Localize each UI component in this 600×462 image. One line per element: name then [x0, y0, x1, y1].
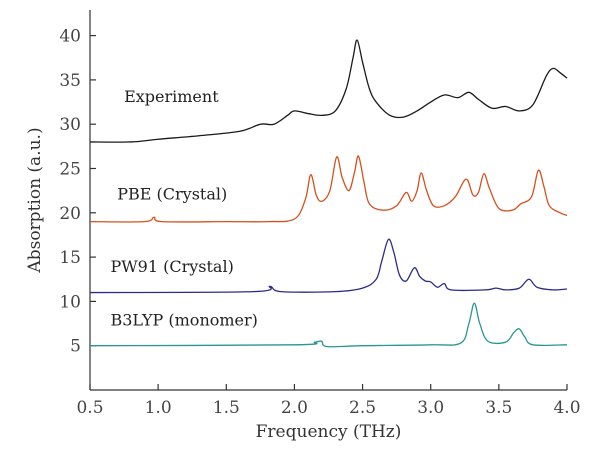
series-line-1	[89, 39, 568, 143]
x-tick-label: 1.0	[145, 398, 172, 418]
y-tick-label: 5	[70, 337, 81, 357]
x-tick-label: 2.0	[281, 398, 308, 418]
y-tick-label: 20	[59, 204, 81, 224]
series-line-2	[89, 155, 568, 223]
x-tick-label: 3.5	[485, 398, 512, 418]
x-ticks: 0.5 1.0 1.5 2.0 2.5 3.0 3.5 4.0	[76, 384, 581, 418]
y-tick-label: 25	[59, 160, 81, 180]
x-axis-title: Frequency (THz)	[256, 422, 402, 442]
series-group	[89, 39, 568, 348]
x-tick-label: 4.0	[553, 398, 580, 418]
plot-area: 0.5 1.0 1.5 2.0 2.5 3.0 3.5 4.0 5 10 15 20 25 30 35 40…	[59, 10, 581, 418]
y-ticks: 5 10 15 20 25 30 35 40	[59, 27, 96, 357]
series-line-3	[89, 238, 568, 294]
x-tick-label: 0.5	[76, 398, 103, 418]
y-tick-label: 30	[59, 115, 81, 135]
y-tick-label: 40	[59, 27, 81, 47]
series-labels: Experiment PBE (Crystal) PW91 (Crystal) B3L…	[110, 87, 257, 329]
series-line-4	[89, 302, 568, 348]
y-axis-title: Absorption (a.u.)	[25, 127, 45, 273]
y-tick-label: 35	[59, 71, 81, 91]
series-label-2: PBE (Crystal)	[117, 185, 227, 204]
x-tick-label: 3.0	[417, 398, 444, 418]
series-label-4: B3LYP (monomer)	[110, 310, 257, 329]
x-tick-label: 1.5	[213, 398, 240, 418]
y-tick-label: 15	[59, 248, 81, 268]
x-tick-label: 2.5	[349, 398, 376, 418]
series-label-3: PW91 (Crystal)	[110, 257, 233, 276]
series-label-1: Experiment	[124, 87, 219, 106]
y-tick-label: 10	[59, 292, 81, 312]
